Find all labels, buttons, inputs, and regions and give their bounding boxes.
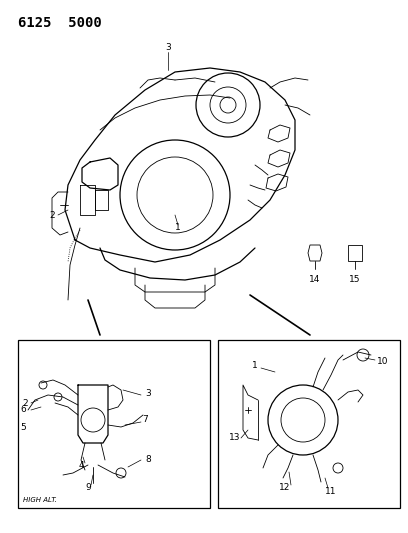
Polygon shape (348, 245, 362, 261)
Text: 3: 3 (165, 44, 171, 52)
Text: 1: 1 (252, 360, 258, 369)
Text: 9: 9 (85, 482, 91, 491)
Bar (218, 340, 400, 508)
Text: 13: 13 (229, 433, 241, 442)
Text: 5: 5 (20, 423, 26, 432)
Text: 4: 4 (78, 461, 84, 470)
Text: 6125  5000: 6125 5000 (18, 16, 102, 30)
Text: 2: 2 (49, 211, 55, 220)
Text: 2: 2 (22, 399, 28, 408)
Text: 15: 15 (349, 275, 361, 284)
Text: 10: 10 (377, 358, 389, 367)
Bar (18, 340, 210, 508)
Text: HIGH ALT.: HIGH ALT. (23, 497, 57, 503)
Text: 3: 3 (145, 389, 151, 398)
Polygon shape (308, 245, 322, 261)
Text: 11: 11 (325, 488, 337, 497)
Text: 6: 6 (20, 406, 26, 415)
Text: 7: 7 (142, 416, 148, 424)
Text: 14: 14 (309, 275, 321, 284)
Text: 1: 1 (175, 223, 181, 232)
Text: 8: 8 (145, 456, 151, 464)
Text: 12: 12 (279, 483, 290, 492)
